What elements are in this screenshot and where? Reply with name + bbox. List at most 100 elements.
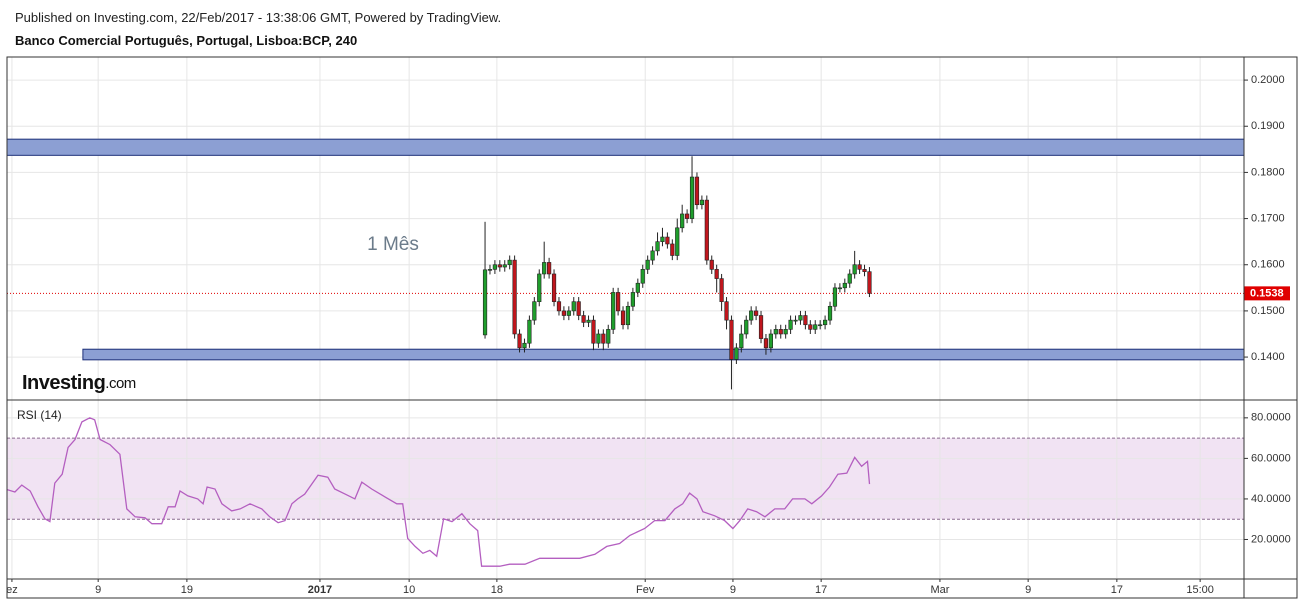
candle-body — [645, 259, 650, 270]
y-tick-label: 0.1800 — [1251, 166, 1285, 178]
candle-body — [857, 264, 862, 270]
candle-body — [822, 319, 828, 326]
x-tick-label: 9 — [730, 584, 736, 596]
y-tick-label: 40.0000 — [1251, 493, 1291, 505]
source-line: Published on Investing.com, 22/Feb/2017 … — [15, 10, 502, 25]
candle-body — [601, 333, 606, 344]
candle-body — [586, 319, 591, 323]
candle-body — [561, 310, 566, 316]
y-tick-label: 0.1500 — [1251, 305, 1285, 317]
candle-body — [729, 319, 734, 360]
candle-body — [630, 292, 635, 307]
candle-body — [527, 319, 532, 344]
y-tick-label: 0.1900 — [1251, 120, 1285, 132]
candle-body — [852, 264, 857, 275]
header: Published on Investing.com, 22/Feb/2017 … — [15, 9, 1295, 49]
candle-body — [625, 305, 631, 326]
candle-body — [749, 310, 754, 321]
candle-body — [576, 301, 581, 316]
candle-body — [734, 347, 739, 360]
candle-body — [709, 259, 714, 270]
candle-body — [699, 199, 704, 206]
candle-body — [502, 264, 507, 268]
candle-body — [783, 329, 788, 335]
candle-body — [556, 301, 562, 312]
candle-body — [566, 310, 571, 316]
y-tick-label: 0.1700 — [1251, 212, 1285, 224]
candle-body — [517, 333, 522, 349]
last-price-tag — [1244, 286, 1290, 301]
candle-body — [842, 282, 847, 289]
candle-body — [724, 301, 729, 321]
rsi-band — [7, 438, 1244, 520]
axis-layer: ez 9 19 2017 10 18 Fev 9 17 Mar 9 17 15:00 0.1400 0.15… — [6, 74, 1291, 596]
candle-body — [665, 236, 670, 245]
candle-body — [522, 342, 527, 349]
candle-body — [581, 315, 586, 323]
x-tick-label: Fev — [636, 584, 655, 596]
x-tick-label: 9 — [1025, 584, 1031, 596]
grid-layer — [7, 57, 1244, 578]
candle-body — [719, 278, 724, 302]
candle-body — [611, 292, 616, 330]
x-tick-label: 2017 — [308, 584, 332, 596]
candle-body — [694, 176, 700, 206]
candle-body — [867, 271, 872, 294]
candle-body — [551, 273, 557, 302]
candle-body — [616, 292, 621, 312]
candle-body — [793, 319, 798, 322]
x-tick-label: 19 — [181, 584, 193, 596]
candle-body — [862, 269, 867, 272]
candle-body — [758, 315, 764, 339]
logo: Investing.com — [22, 372, 136, 394]
candle-body — [547, 262, 552, 275]
candle-body — [512, 259, 517, 335]
x-tick-label: Mar — [930, 584, 949, 596]
candle-body — [660, 236, 665, 242]
rsi-label: RSI (14) — [17, 408, 62, 422]
y-tick-label: 80.0000 — [1251, 412, 1291, 424]
candle-body — [739, 333, 744, 349]
candle-body — [675, 227, 680, 256]
candle-body — [482, 269, 488, 336]
candle-body — [571, 301, 576, 312]
rsi-pane — [7, 417, 871, 567]
candle-body — [650, 250, 655, 261]
candle-body — [847, 273, 852, 284]
candle-body — [497, 264, 502, 268]
candle-body — [788, 319, 793, 330]
candle-body — [680, 213, 685, 229]
chart-title: Banco Comercial Português, Portugal, Lis… — [15, 33, 358, 48]
candle-body — [773, 329, 778, 335]
logo-suffix: .com — [105, 375, 136, 392]
rsi-line — [7, 417, 871, 567]
frame — [6, 56, 1298, 599]
x-tick-label: 17 — [815, 584, 827, 596]
candle-body — [487, 269, 493, 271]
candle-body — [768, 333, 773, 349]
candle-body — [492, 264, 498, 270]
candle-body — [532, 301, 537, 321]
candle-body — [778, 329, 783, 335]
candle-body — [837, 287, 842, 290]
candle-body — [714, 269, 719, 279]
annotation: 1 Mês — [367, 234, 419, 255]
y-tick-label: 60.0000 — [1251, 452, 1291, 464]
candle-body — [803, 315, 808, 326]
candle-body — [744, 319, 749, 335]
y-tick-label: 0.1400 — [1251, 351, 1285, 363]
candle-body — [542, 262, 547, 275]
candle-body — [832, 287, 838, 307]
candle-body — [591, 319, 596, 344]
candle-body — [798, 315, 803, 321]
x-tick-label: 18 — [491, 584, 503, 596]
candle-body — [606, 329, 611, 344]
candle-body — [763, 338, 769, 349]
candle-body — [685, 213, 690, 219]
candle-body — [704, 199, 709, 261]
x-tick-label: 15:00 — [1186, 584, 1214, 596]
x-tick-label: 10 — [403, 584, 415, 596]
last-price-label: 0.1538 — [1250, 287, 1284, 299]
candle-body — [537, 273, 542, 302]
